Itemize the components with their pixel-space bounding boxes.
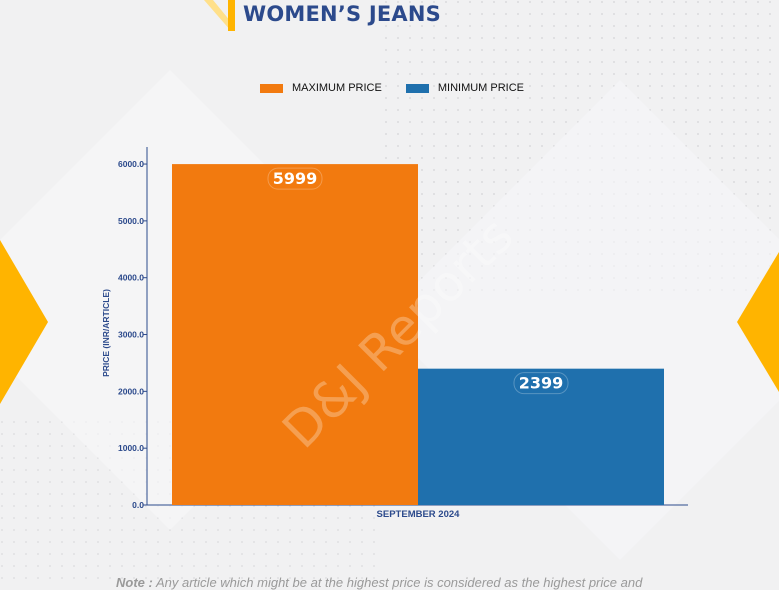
y-axis-label: PRICE (INR/ARTICLE): [101, 289, 111, 377]
data-label: 2399: [519, 374, 564, 393]
data-label: 5999: [273, 169, 318, 188]
x-tick-label: SEPTEMBER 2024: [377, 509, 461, 520]
y-tick-label: 4000.0: [118, 273, 144, 283]
data-label-bubble: [267, 167, 323, 190]
y-tick-label: 6000.0: [118, 159, 144, 169]
y-tick-label: 1000.0: [118, 443, 144, 453]
legend-swatch-max: [260, 83, 283, 93]
bar-minimum-price: [418, 368, 664, 505]
legend-item-max: MAXIMUM PRICE: [260, 82, 382, 94]
left-yellow-chevron: [0, 240, 48, 404]
legend-label-max: MAXIMUM PRICE: [292, 82, 382, 94]
legend-label-min: MINIMUM PRICE: [437, 82, 525, 94]
data-label-bubble: [513, 372, 569, 395]
footnote-label: Note :: [116, 575, 153, 590]
title-accent-shape: [204, 0, 235, 31]
bar-maximum-price: [172, 164, 418, 506]
y-tick-label: 0.0: [132, 500, 144, 510]
chart-title: WOMEN’S JEANS: [243, 2, 441, 26]
legend-swatch-min: [405, 83, 429, 93]
y-tick-label: 2000.0: [118, 386, 144, 396]
footnote-text: Any article which might be at the highes…: [155, 575, 643, 590]
y-tick-label: 3000.0: [118, 330, 144, 340]
footnote: Note : Any article which might be at the…: [116, 575, 736, 590]
right-yellow-chevron: [737, 252, 779, 392]
y-tick-label: 5000.0: [118, 216, 144, 226]
legend: MAXIMUM PRICE MINIMUM PRICE: [260, 82, 548, 94]
legend-item-min: MINIMUM PRICE: [405, 82, 525, 94]
